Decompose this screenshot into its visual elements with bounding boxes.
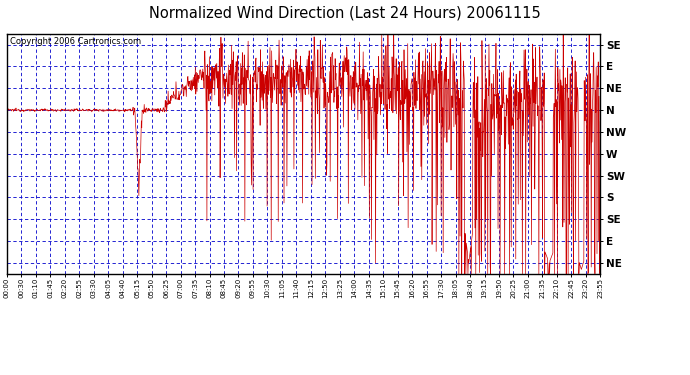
Text: Normalized Wind Direction (Last 24 Hours) 20061115: Normalized Wind Direction (Last 24 Hours… bbox=[149, 6, 541, 21]
Text: Copyright 2006 Cartronics.com: Copyright 2006 Cartronics.com bbox=[10, 38, 141, 46]
